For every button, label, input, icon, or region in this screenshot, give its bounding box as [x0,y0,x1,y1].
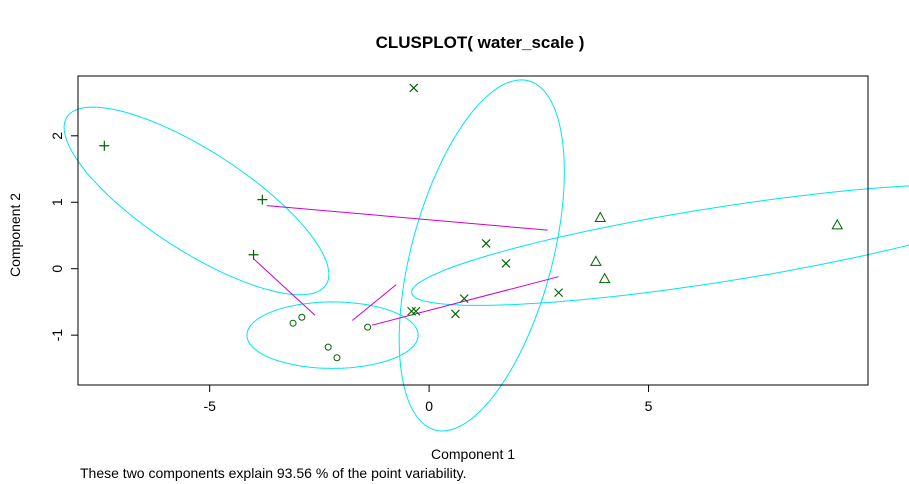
data-point-cross [409,83,419,93]
axes: -5 0 5 -1 0 1 2 [49,75,869,414]
data-point-cross [481,239,491,248]
data-point-triangle [598,272,611,284]
data-point-cross [407,306,416,316]
plot-area [63,79,909,432]
data-point-cross [501,258,511,268]
cluster-2-ellipse [63,106,330,296]
data-point-plus [248,249,259,260]
y-axis-label: Component 2 [7,193,23,277]
data-point-cross [451,309,460,319]
data-point-circle [364,323,372,331]
data-point-triangle [831,218,844,230]
cluster-distance-line [266,205,548,231]
y-tick-label: 2 [49,132,65,140]
data-point-cross [554,288,564,298]
cluster-3-ellipse [398,79,565,432]
cluster-distance-line [351,284,397,321]
data-point-circle [298,313,306,321]
data-point-circle [324,343,332,351]
x-tick-label: -5 [203,398,216,414]
data-point-cross [459,294,469,304]
data-point-circle [333,354,341,362]
y-tick-label: -1 [49,329,65,342]
cluster-1-ellipse [246,301,419,369]
data-point-plus [99,140,110,151]
plot-frame [77,75,869,386]
cluster-4-ellipse [411,185,909,306]
cluster-distance-line [253,258,316,316]
chart-title: CLUSPLOT( water_scale ) [376,33,585,52]
data-point-plus [257,194,268,205]
data-point-circle [289,319,297,327]
x-tick-label: 0 [425,398,433,414]
y-tick-label: 1 [49,198,65,206]
data-point-cross [411,306,421,316]
cluster-distance-line [371,276,559,326]
data-point-triangle [594,211,607,223]
variability-footnote: These two components explain 93.56 % of … [80,465,467,481]
x-tick-label: 5 [645,398,653,414]
data-point-triangle [590,255,602,266]
y-tick-label: 0 [49,265,65,273]
x-axis-label: Component 1 [431,446,515,462]
